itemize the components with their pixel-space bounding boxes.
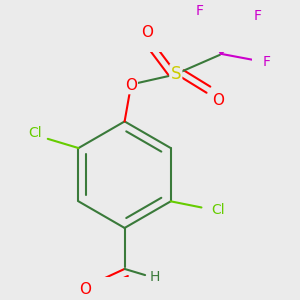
Text: O: O xyxy=(79,282,91,297)
Text: O: O xyxy=(125,78,137,93)
Text: O: O xyxy=(212,93,224,108)
Text: F: F xyxy=(254,9,262,23)
Text: F: F xyxy=(195,4,203,18)
Text: H: H xyxy=(149,270,160,284)
Text: O: O xyxy=(141,25,153,40)
Text: Cl: Cl xyxy=(211,202,225,217)
Text: Cl: Cl xyxy=(29,126,42,140)
Text: S: S xyxy=(171,65,181,83)
Text: F: F xyxy=(263,55,271,69)
